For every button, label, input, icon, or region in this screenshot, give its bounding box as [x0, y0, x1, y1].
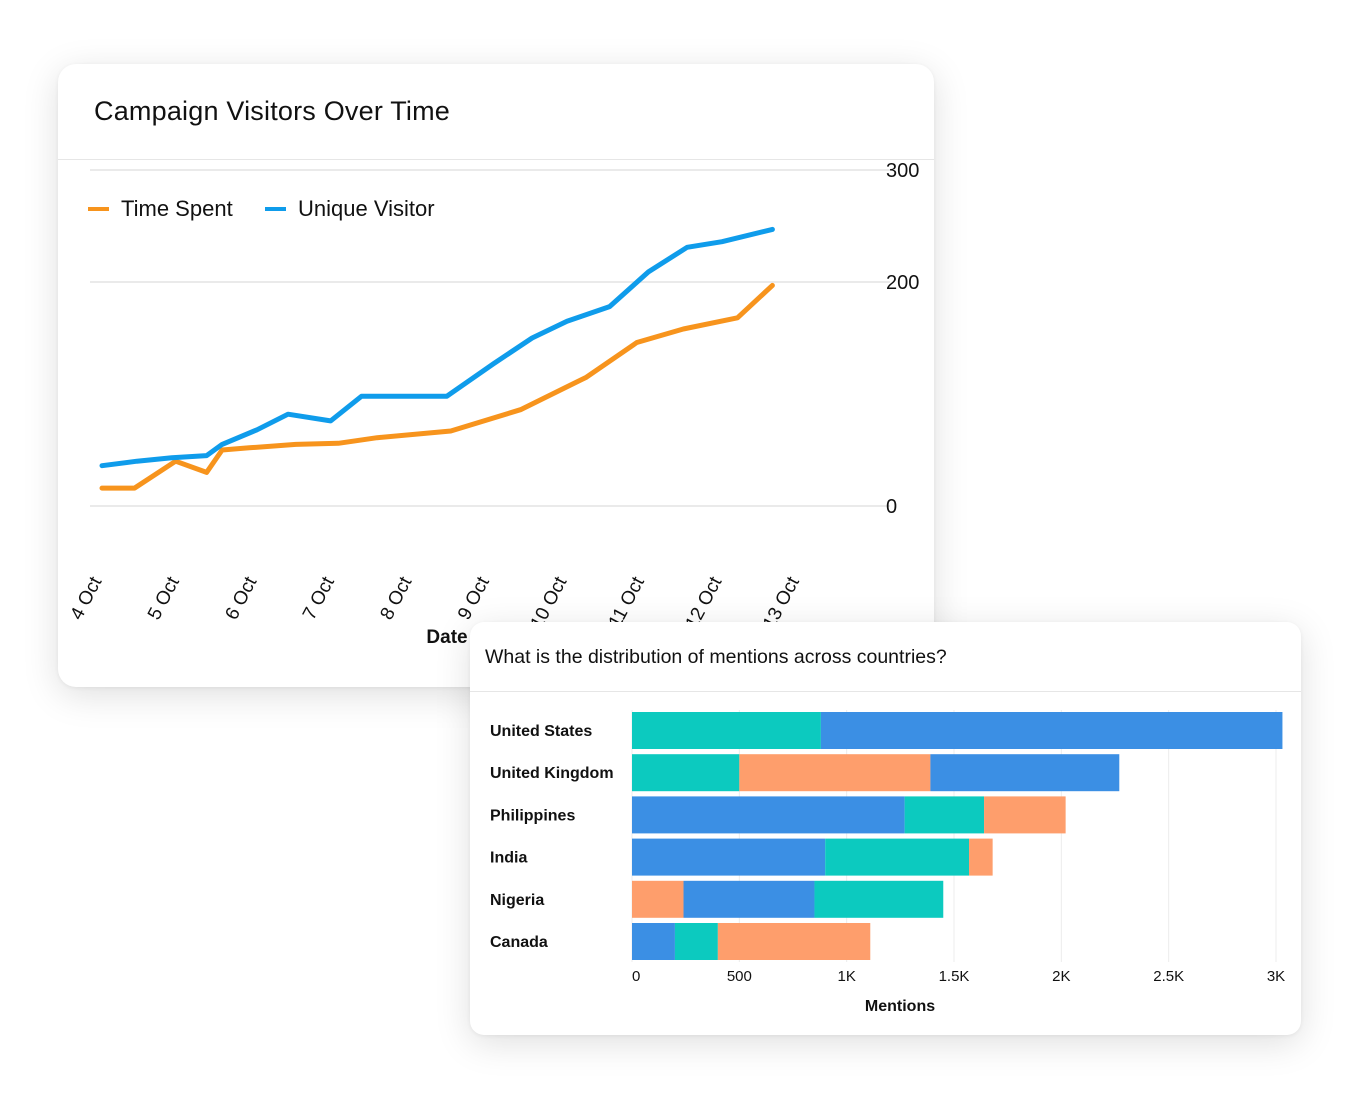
category-label: Nigeria	[490, 892, 544, 909]
x-tick-label: 1.5K	[939, 968, 970, 985]
bar-segment-teal	[825, 838, 970, 876]
bar-segment-orange	[969, 838, 993, 876]
legend-label: Time Spent	[121, 196, 233, 221]
y-tick-label: 0	[886, 496, 897, 518]
category-label: India	[490, 850, 527, 867]
series-line-time-spent	[99, 282, 775, 491]
bar-chart-grid	[631, 710, 1277, 962]
bar-segment-teal	[632, 754, 740, 792]
legend-label: Unique Visitor	[298, 196, 435, 221]
bar-chart-divider	[470, 691, 1301, 692]
bar-segment-orange	[632, 880, 684, 918]
x-axis-title: Date	[426, 627, 467, 648]
bar-row	[632, 880, 944, 918]
bar-segment-teal	[814, 880, 944, 918]
legend-item: Time Spent	[88, 196, 233, 221]
bar-segment-orange	[984, 796, 1066, 834]
x-tick-label: 2.5K	[1153, 968, 1184, 985]
bar-segment-teal	[904, 796, 985, 834]
bar-segment-blue	[632, 923, 675, 960]
bar-segment-blue	[632, 796, 905, 834]
x-tick-label: 1K	[837, 968, 855, 985]
bar-row	[632, 923, 871, 960]
x-tick-label: 2K	[1052, 968, 1070, 985]
line-chart-divider	[58, 159, 934, 160]
bar-chart: 0 500 1K 1.5K 2K 2.5K 3K Mentions United States U…	[490, 710, 1285, 1015]
category-label: Canada	[490, 934, 548, 951]
category-label: United Kingdom	[490, 765, 614, 782]
x-tick-label: 500	[727, 968, 752, 985]
y-tick-label: 300	[886, 160, 919, 182]
bar-row	[632, 712, 1283, 749]
x-tick-label: 3K	[1267, 968, 1285, 985]
x-tick-label: 6 Oct	[222, 573, 262, 624]
bar-segment-blue	[632, 838, 826, 876]
x-tick-label: 0	[632, 968, 640, 985]
y-tick-label: 200	[886, 272, 919, 294]
bar-row	[632, 838, 993, 876]
bar-row	[632, 754, 1120, 792]
bar-segment-blue	[683, 880, 815, 918]
series-line-unique-visitor	[99, 226, 775, 469]
x-axis-title: Mentions	[865, 998, 935, 1015]
x-tick-label: 9 Oct	[454, 573, 494, 624]
line-chart-title: Campaign Visitors Over Time	[94, 96, 451, 126]
bar-chart-title: What is the distribution of mentions acr…	[485, 646, 947, 668]
bar-segment-orange	[717, 923, 871, 960]
line-chart-grid	[90, 169, 890, 507]
bar-segment-blue	[820, 712, 1283, 749]
category-label: United States	[490, 723, 592, 740]
bar-segment-blue	[930, 754, 1120, 792]
legend-item: Unique Visitor	[265, 196, 435, 221]
bar-segment-teal	[674, 923, 718, 960]
category-label: Philippines	[490, 807, 575, 824]
x-tick-label: 8 Oct	[377, 573, 417, 624]
bar-segment-teal	[632, 712, 821, 749]
x-tick-label: 7 Oct	[299, 573, 339, 624]
x-tick-label: 4 Oct	[67, 573, 107, 624]
bar-chart-card: What is the distribution of mentions acr…	[470, 622, 1301, 1035]
x-tick-label: 5 Oct	[144, 573, 184, 624]
bar-row	[632, 796, 1066, 834]
line-chart-card: Campaign Visitors Over Time 0 200 300 4 Oct…	[58, 64, 934, 687]
bar-segment-orange	[739, 754, 931, 792]
